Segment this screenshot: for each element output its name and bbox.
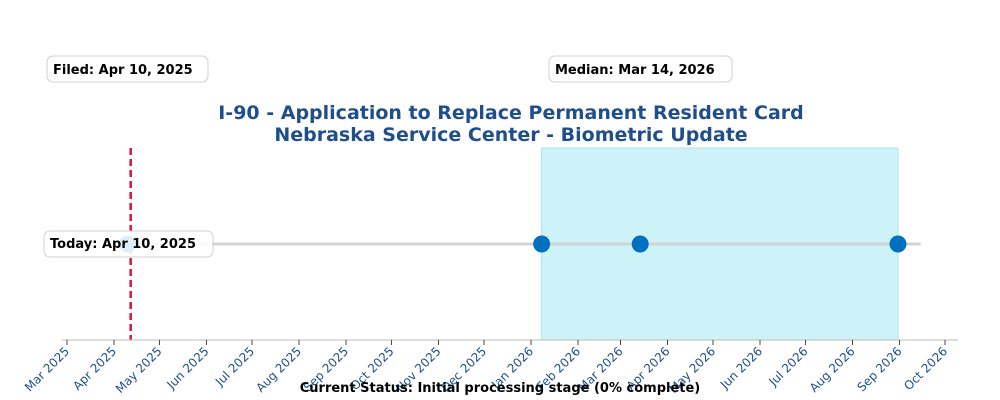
status-text: Current Status: Initial processing stage… <box>300 381 701 396</box>
chart-subtitle: Nebraska Service Center - Biometric Upda… <box>274 124 747 146</box>
x-tick-label-3: Jun 2025 <box>163 344 211 392</box>
timeline-point-2 <box>631 235 649 253</box>
callout-today-text: Today: Apr 10, 2025 <box>50 237 196 252</box>
callout-filed-text: Filed: Apr 10, 2025 <box>53 63 193 78</box>
x-tick-label-2: May 2025 <box>113 344 165 396</box>
x-tick-label-17: Aug 2026 <box>807 344 858 395</box>
x-tick-label-16: Jul 2026 <box>765 344 810 389</box>
x-tick-label-18: Sep 2026 <box>854 344 904 394</box>
x-tick-label-15: Jun 2026 <box>717 344 765 392</box>
timeline-point-3 <box>889 235 907 253</box>
x-tick-label-0: Mar 2025 <box>22 344 72 394</box>
callout-median-text: Median: Mar 14, 2026 <box>555 63 715 78</box>
callout-median: Median: Mar 14, 2026 <box>548 55 733 83</box>
chart-title: I-90 - Application to Replace Permanent … <box>218 102 804 124</box>
callout-filed: Filed: Apr 10, 2025 <box>46 55 209 83</box>
timeline-point-1 <box>533 235 551 253</box>
x-tick-label-19: Oct 2026 <box>901 344 950 393</box>
callout-today: Today: Apr 10, 2025 <box>43 230 214 258</box>
x-tick-label-5: Aug 2025 <box>253 344 304 395</box>
x-tick-label-4: Jul 2025 <box>212 344 257 389</box>
